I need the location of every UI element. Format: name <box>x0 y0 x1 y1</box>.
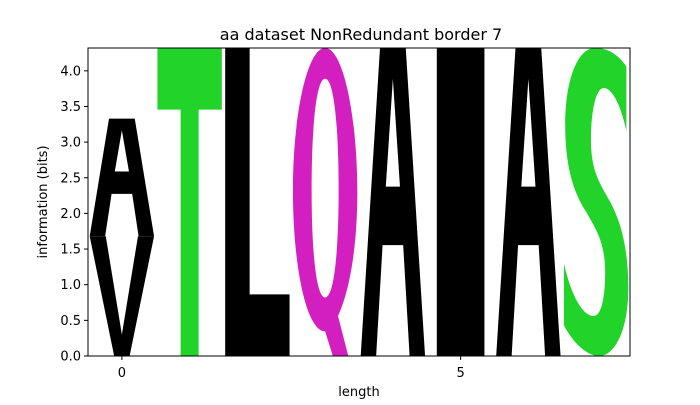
y-tick-label: 0.0 <box>60 350 81 365</box>
y-tick-label: 1.5 <box>60 243 81 258</box>
x-tick-label: 5 <box>456 366 464 381</box>
logo-letter-a-pos-0 <box>90 119 154 237</box>
logo-letter-a-pos-6 <box>496 48 560 356</box>
y-tick-label: 1.0 <box>60 278 81 293</box>
chart-title: aa dataset NonRedundant border 7 <box>220 25 502 44</box>
y-tick-label: 3.5 <box>60 100 81 115</box>
letters-layer <box>90 48 629 356</box>
logo-letter-t-pos-1 <box>157 48 221 356</box>
logo-letter-a-pos-4 <box>361 48 425 356</box>
x-axis-label: length <box>338 385 379 400</box>
logo-letter-l-pos-2 <box>225 48 289 356</box>
y-tick-label: 4.0 <box>60 64 81 79</box>
y-tick-label: 2.5 <box>60 171 81 186</box>
y-tick-label: 2.0 <box>60 207 81 222</box>
logo-letter-i-pos-5 <box>437 48 485 356</box>
x-tick-label: 0 <box>118 366 126 381</box>
logo-letter-s-pos-7 <box>564 48 628 356</box>
y-tick-label: 0.5 <box>60 314 81 329</box>
logo-letter-q-pos-3 <box>293 48 357 356</box>
logo-letter-v-pos-0 <box>90 236 154 356</box>
y-axis: 0.0 0.5 1.0 1.5 2.0 2.5 3.0 3.5 4.0 <box>60 64 88 364</box>
y-axis-label: information (bits) <box>36 145 51 258</box>
y-tick-label: 3.0 <box>60 136 81 151</box>
